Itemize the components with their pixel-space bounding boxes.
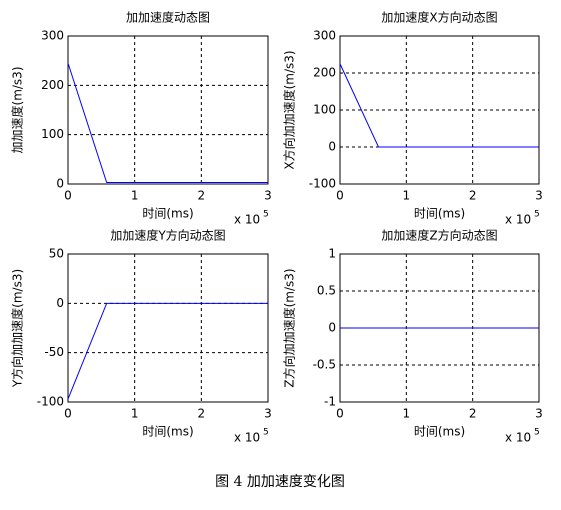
x-tick-label: 3 bbox=[264, 407, 272, 421]
y-tick-label: 100 bbox=[313, 103, 336, 117]
x-tick-label: 0 bbox=[336, 407, 344, 421]
x-tick-label: 1 bbox=[131, 407, 139, 421]
y-tick-label: 300 bbox=[313, 29, 336, 43]
figure-caption: 图 4 加加速度变化图 bbox=[215, 474, 345, 490]
x-tick-label: 1 bbox=[403, 407, 411, 421]
y-tick-label: 200 bbox=[41, 78, 64, 92]
x-tick-label: 0 bbox=[64, 407, 72, 421]
x-tick-label: 1 bbox=[403, 189, 411, 203]
x-tick-label: 1 bbox=[131, 189, 139, 203]
y-axis-label: Y方向加加速度(m/s3) bbox=[10, 269, 25, 388]
y-tick-label: 0 bbox=[56, 177, 64, 191]
x-axis-label: 时间(ms) bbox=[414, 425, 465, 439]
x-axis-label: 时间(ms) bbox=[142, 207, 193, 221]
chart-title: 加加速度Y方向动态图 bbox=[110, 228, 225, 243]
plot-frame bbox=[339, 35, 540, 185]
x-multiplier-exponent: 5 bbox=[534, 210, 540, 220]
x-tick-label: 2 bbox=[469, 189, 477, 203]
chart-title: 加加速度X方向动态图 bbox=[381, 10, 497, 25]
y-tick-label: 0 bbox=[328, 321, 336, 335]
y-tick-label: -0.5 bbox=[313, 358, 336, 372]
x-tick-label: 3 bbox=[264, 189, 272, 203]
x-tick-label: 2 bbox=[198, 407, 206, 421]
y-tick-label: 0.5 bbox=[317, 284, 336, 298]
y-tick-label: 0 bbox=[56, 296, 64, 310]
y-axis-label: Z方向加加速度(m/s3) bbox=[282, 268, 297, 387]
y-tick-label: -50 bbox=[44, 345, 64, 359]
y-tick-label: -100 bbox=[37, 395, 64, 409]
data-line bbox=[67, 62, 268, 184]
y-tick-label: 100 bbox=[41, 127, 64, 141]
y-tick-label: 300 bbox=[41, 29, 64, 43]
x-multiplier-exponent: 5 bbox=[534, 428, 540, 438]
x-tick-label: 0 bbox=[336, 189, 344, 203]
x-multiplier: x 10 bbox=[505, 431, 531, 445]
x-multiplier: x 10 bbox=[234, 213, 260, 227]
x-tick-label: 2 bbox=[198, 189, 206, 203]
y-tick-label: 0 bbox=[328, 140, 336, 154]
y-tick-label: -1 bbox=[324, 395, 336, 409]
data-line bbox=[339, 63, 539, 148]
y-axis-label: 加加速度(m/s3) bbox=[10, 67, 25, 154]
x-multiplier-exponent: 5 bbox=[263, 210, 269, 220]
x-multiplier: x 10 bbox=[234, 431, 260, 445]
plot-frame bbox=[67, 253, 269, 403]
y-tick-label: 200 bbox=[313, 66, 336, 80]
y-tick-label: 1 bbox=[328, 247, 336, 261]
y-tick-label: -100 bbox=[309, 177, 336, 191]
data-line bbox=[67, 302, 268, 400]
chart-title: 加加速度动态图 bbox=[126, 10, 210, 25]
x-multiplier: x 10 bbox=[505, 213, 531, 227]
chart-title: 加加速度Z方向动态图 bbox=[381, 228, 497, 243]
x-multiplier-exponent: 5 bbox=[263, 428, 269, 438]
x-axis-label: 时间(ms) bbox=[142, 425, 193, 439]
x-tick-label: 2 bbox=[469, 407, 477, 421]
x-tick-label: 3 bbox=[535, 407, 543, 421]
plot-frame bbox=[67, 35, 269, 185]
x-axis-label: 时间(ms) bbox=[414, 207, 465, 221]
x-tick-label: 3 bbox=[535, 189, 543, 203]
x-tick-label: 0 bbox=[64, 189, 72, 203]
y-axis-label: X方向加加速度(m/s3) bbox=[282, 50, 297, 169]
y-tick-label: 50 bbox=[49, 247, 64, 261]
